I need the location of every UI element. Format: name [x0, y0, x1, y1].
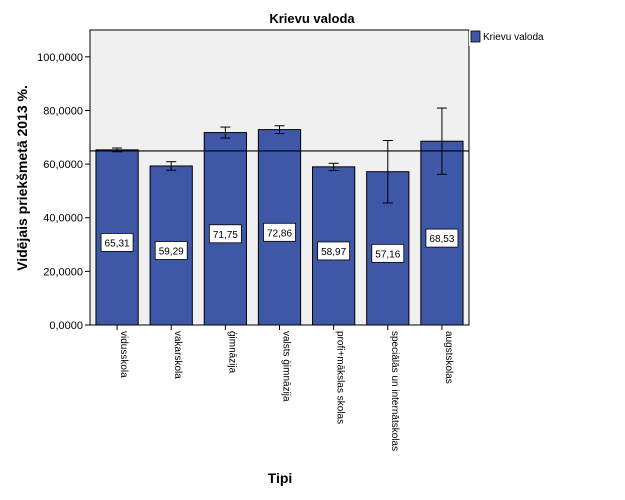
x-tick-label: speciālās un internātskolas	[389, 331, 400, 451]
y-tick-label: 0,0000	[49, 320, 83, 332]
data-label: 71,75	[213, 230, 238, 241]
y-axis-label: Vidējais priekšmetā 2013 %.	[14, 85, 30, 271]
data-label: 57,16	[375, 249, 400, 260]
data-label-box	[154, 241, 188, 260]
y-tick-label: 40,0000	[43, 213, 83, 225]
x-tick-label: vakarskola	[172, 331, 183, 379]
legend: Krievu valoda	[469, 30, 563, 46]
data-label: 65,31	[105, 238, 130, 249]
x-tick-label: augstskolas	[443, 331, 454, 384]
x-axis-label: Tipi	[268, 470, 293, 486]
data-label: 68,53	[429, 234, 454, 245]
x-tick-label: vidusskola	[118, 331, 129, 378]
data-label-box	[100, 233, 134, 252]
y-tick-label: 100,0000	[37, 52, 83, 64]
data-label: 72,86	[267, 228, 292, 239]
data-label: 58,97	[321, 247, 346, 258]
data-label-box	[317, 241, 351, 261]
x-tick-label: profi+mākslas skolas	[335, 331, 346, 424]
error-bars-group	[112, 107, 447, 204]
legend-box	[469, 30, 563, 46]
chart-title: Krievu valoda	[269, 11, 355, 26]
x-tick-label: valsts ģimnāzija	[281, 331, 294, 402]
y-tick-label: 20,0000	[43, 266, 83, 278]
y-tick-label: 80,0000	[43, 105, 83, 117]
y-tick-label: 60,0000	[43, 159, 83, 171]
data-labels-group: 65,31 59,29 71,75 72,86 58,97 57,16 68,53	[100, 222, 459, 263]
x-tick-label: ģimnāzija	[226, 331, 239, 374]
data-label-box	[208, 224, 242, 244]
data-label: 59,29	[159, 246, 184, 257]
legend-label: Krievu valoda	[483, 32, 544, 43]
data-label-box	[263, 222, 296, 242]
y-axis: 0,0000 20,0000 40,0000 60,0000 80,0000 100,00…	[37, 52, 90, 332]
data-label-box	[371, 243, 405, 263]
x-axis-labels: vidusskola vakarskola ģimnāzija valsts ģimn…	[116, 325, 454, 451]
data-label-box	[425, 228, 459, 248]
legend-swatch	[470, 30, 481, 43]
